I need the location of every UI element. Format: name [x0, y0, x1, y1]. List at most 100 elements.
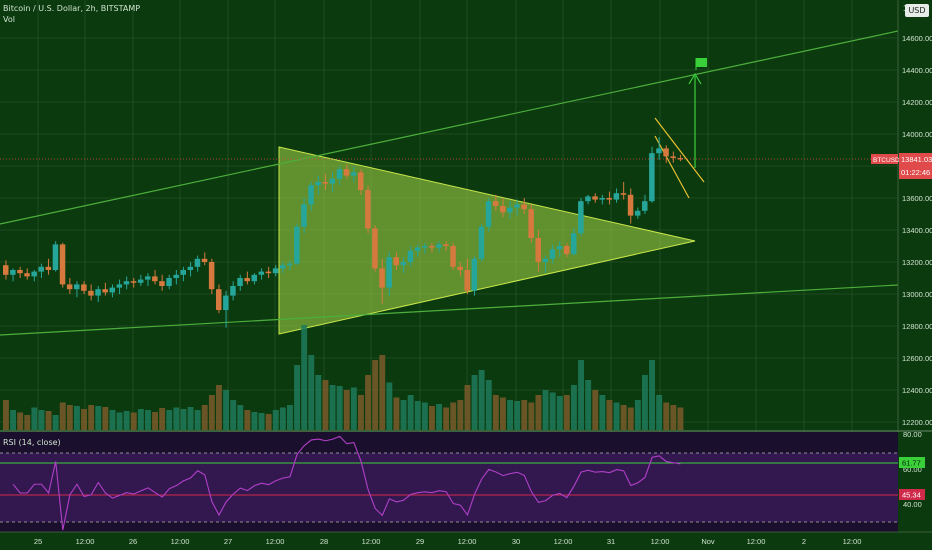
volume-indicator-label[interactable]: Vol	[3, 15, 15, 24]
candle-body	[485, 201, 492, 227]
flag-upper-line[interactable]	[654, 117, 705, 183]
volume-bar	[38, 410, 45, 430]
candle-body	[500, 206, 506, 213]
time-tick-label: 2	[802, 537, 806, 546]
volume-bar	[88, 405, 95, 430]
volume-bar	[201, 405, 208, 430]
candle-body	[45, 266, 52, 270]
candle-body	[10, 270, 16, 275]
candle-body	[294, 226, 300, 264]
volume-bar	[194, 410, 201, 430]
volume-bar	[414, 401, 421, 430]
volume-bar	[436, 404, 442, 430]
candle-body	[315, 182, 321, 186]
volume-bar	[613, 402, 620, 430]
candle-body	[372, 228, 378, 269]
volume-bar	[208, 395, 215, 430]
volume-bar	[478, 370, 485, 430]
volume-bar	[471, 375, 478, 430]
chart-header[interactable]: Bitcoin / U.S. Dollar, 2h, BITSTAMP Vol	[3, 3, 140, 25]
rsi-value-tag-green	[899, 457, 925, 468]
candle-body	[237, 278, 243, 286]
volume-bar	[407, 395, 414, 430]
candle-body	[3, 265, 9, 275]
candle-body	[613, 193, 620, 200]
volume-bar	[272, 410, 279, 430]
rsi-axis[interactable]	[898, 432, 932, 532]
symbol-title[interactable]: Bitcoin / U.S. Dollar, 2h, BITSTAMP	[3, 4, 141, 13]
upper-trendline[interactable]	[0, 30, 899, 225]
volume-bar	[350, 387, 357, 430]
rsi-indicator-label[interactable]: RSI (14, close)	[3, 438, 61, 447]
volume-bar	[180, 409, 187, 430]
candle-body	[670, 156, 676, 158]
flag-lower-line[interactable]	[654, 135, 690, 199]
time-tick-label: 12:00	[362, 537, 381, 546]
candle-body	[74, 284, 80, 290]
volume-bar	[585, 380, 592, 430]
volume-bar	[500, 397, 506, 430]
volume-bar	[152, 412, 158, 430]
volume-bar	[123, 411, 130, 430]
candle-body	[627, 194, 634, 216]
volume-bar	[81, 409, 87, 430]
time-tick-label: 12:00	[651, 537, 670, 546]
volume-bar	[386, 382, 393, 430]
volume-bar	[301, 325, 308, 430]
price-tick-label: 13000.00	[902, 290, 932, 299]
currency-button[interactable]: USD	[905, 4, 929, 17]
candle-body	[265, 271, 272, 274]
volume-bar	[109, 410, 116, 430]
time-axis[interactable]	[0, 532, 932, 550]
volume-bar	[514, 401, 521, 430]
lower-trendline[interactable]	[0, 284, 899, 336]
volume-bar	[294, 365, 300, 430]
price-axis[interactable]	[898, 0, 932, 430]
volume-bar	[464, 385, 471, 430]
candle-body	[329, 178, 336, 184]
price-tick-label: 14200.00	[902, 98, 932, 107]
volume-bar	[528, 402, 535, 430]
candle-body	[145, 276, 151, 280]
volume-bar	[336, 386, 343, 430]
volume-bar	[258, 413, 265, 430]
candle-body	[279, 265, 286, 269]
candle-body	[599, 198, 605, 200]
rsi-tick-40: 40.00	[903, 500, 922, 509]
volume-bar	[677, 407, 684, 430]
volume-bar	[372, 360, 379, 430]
volume-bar	[308, 355, 315, 430]
volume-bar	[116, 412, 123, 430]
volume-bar	[237, 405, 244, 430]
volume-bar	[365, 375, 371, 430]
candle-body	[407, 250, 414, 262]
candle-body	[400, 262, 407, 266]
volume-bar	[393, 397, 400, 430]
last-price-tag	[899, 153, 932, 179]
time-tick-label: 12:00	[843, 537, 862, 546]
volume-bar	[649, 360, 655, 430]
volume-bar	[159, 408, 166, 430]
time-tick-label: 31	[607, 537, 615, 546]
volume-bar	[130, 412, 137, 430]
rsi-tick-80: 80.00	[903, 430, 922, 439]
volume-bar	[599, 395, 606, 430]
candle-body	[421, 246, 428, 248]
candle-body	[230, 286, 236, 296]
candle-body	[109, 287, 115, 293]
volume-bar	[620, 405, 627, 430]
volume-bar	[31, 407, 38, 430]
target-flag-icon[interactable]	[696, 58, 707, 67]
candle-body	[322, 182, 328, 184]
time-tick-label: Nov	[701, 537, 715, 546]
candle-body	[649, 153, 655, 202]
candle-body	[436, 244, 442, 248]
volume-bar	[400, 400, 407, 430]
candle-body	[173, 274, 179, 278]
volume-bar	[137, 409, 144, 430]
candle-body	[492, 201, 499, 206]
volume-bar	[279, 407, 286, 430]
candle-body	[208, 262, 215, 290]
candle-body	[606, 198, 612, 200]
